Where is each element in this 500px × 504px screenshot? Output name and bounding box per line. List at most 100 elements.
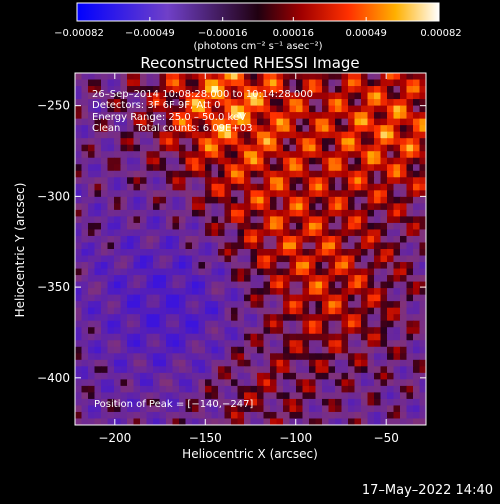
heatmap-cell [237, 112, 245, 120]
heatmap-cell [218, 92, 226, 100]
heatmap-cell [250, 333, 258, 341]
heatmap-cell [107, 372, 115, 380]
heatmap-cell [400, 177, 408, 185]
heatmap-cell [296, 170, 304, 178]
heatmap-cell [127, 418, 135, 425]
heatmap-cell [146, 196, 154, 204]
heatmap-cell [94, 294, 102, 302]
heatmap-cell [198, 346, 206, 354]
heatmap-cell [302, 411, 310, 420]
heatmap-cell [88, 229, 96, 237]
heatmap-cell [153, 86, 161, 94]
heatmap-cell [153, 190, 161, 198]
heatmap-cell [224, 118, 232, 126]
heatmap-cell [380, 151, 388, 159]
heatmap-cell [172, 170, 180, 178]
colorbar: −0.00082 −0.00049 −0.00016 0.00016 0.00049 0.… [54, 2, 462, 52]
heatmap-cell [211, 392, 219, 400]
heatmap-cell [107, 359, 115, 367]
heatmap-cell [387, 275, 395, 283]
heatmap-cell [380, 294, 388, 302]
heatmap-cell [211, 209, 219, 218]
heatmap-cell [289, 398, 297, 407]
heatmap-cell [159, 379, 167, 387]
heatmap-cell [413, 320, 421, 328]
heatmap-cell [309, 229, 317, 237]
heatmap-cell [387, 262, 395, 270]
heatmap-cell [101, 73, 109, 81]
heatmap-cell [328, 275, 336, 283]
heatmap-cell [380, 183, 388, 191]
heatmap-cell [322, 359, 330, 367]
heatmap-cell [374, 190, 382, 198]
heatmap-cell [140, 320, 148, 328]
heatmap-cell [114, 177, 122, 185]
heatmap-cell [166, 222, 174, 231]
heatmap-cell [276, 379, 284, 387]
heatmap-cell [75, 105, 83, 113]
heatmap-cell [393, 216, 401, 224]
heatmap-cell [354, 294, 362, 302]
heatmap-cell [179, 372, 187, 380]
heatmap-cell [198, 190, 206, 198]
heatmap-cell [289, 131, 297, 139]
heatmap-cell [185, 372, 193, 380]
heatmap-cell [400, 353, 408, 361]
heatmap-cell [231, 229, 239, 237]
heatmap-cell [419, 92, 426, 100]
heatmap-cell [322, 92, 330, 100]
heatmap-cell [88, 144, 96, 152]
heatmap-cell [302, 359, 310, 367]
heatmap-cell [224, 99, 232, 107]
heatmap-cell [289, 190, 297, 198]
heatmap-cell [315, 398, 323, 407]
heatmap-cell [127, 157, 135, 165]
heatmap-cell [361, 112, 369, 120]
heatmap-cell [380, 196, 388, 204]
heatmap-cell [198, 144, 206, 152]
heatmap-cell [133, 222, 141, 231]
heatmap-cell [257, 183, 265, 191]
heatmap-cell [296, 307, 304, 315]
heatmap-cell [406, 203, 414, 211]
heatmap-cell [276, 320, 284, 328]
heatmap-cell [81, 79, 89, 87]
heatmap-cell [224, 131, 232, 139]
heatmap-cell [159, 170, 167, 178]
heatmap-cell [283, 268, 291, 276]
heatmap-cell [322, 131, 330, 139]
heatmap-cell [341, 275, 349, 283]
heatmap-cell [315, 372, 323, 380]
heatmap-cell [185, 131, 193, 139]
heatmap-cell [140, 366, 148, 374]
heatmap-cell [133, 112, 141, 120]
heatmap-cell [140, 411, 148, 420]
heatmap-cell [335, 314, 343, 322]
x-tick-label: −50 [374, 431, 399, 445]
heatmap-cell [114, 314, 122, 322]
heatmap-cell [322, 229, 330, 237]
heatmap-cell [322, 346, 330, 354]
heatmap-cell [257, 307, 265, 315]
heatmap-cell [322, 203, 330, 211]
heatmap-cell [367, 92, 375, 100]
heatmap-cell [172, 92, 180, 100]
heatmap-cell [81, 255, 89, 263]
heatmap-cell [133, 411, 141, 420]
heatmap-cell [88, 320, 96, 328]
heatmap-cell [296, 209, 304, 218]
annotation-block: 26–Sep–2014 10:08:28.000 to 10:14:28.000… [92, 89, 313, 410]
heatmap-cell [263, 379, 271, 387]
heatmap-cell [296, 268, 304, 276]
heatmap-cell [283, 105, 291, 113]
heatmap-cell [406, 183, 414, 191]
heatmap-cell [166, 73, 174, 81]
heatmap-cell [140, 79, 148, 87]
heatmap-cell [322, 320, 330, 328]
heatmap-cell [114, 216, 122, 224]
heatmap-cell [309, 242, 317, 250]
heatmap-cell [179, 86, 187, 94]
heatmap-cell [380, 366, 388, 374]
heatmap-cell [257, 157, 265, 165]
heatmap-cell [224, 229, 232, 237]
